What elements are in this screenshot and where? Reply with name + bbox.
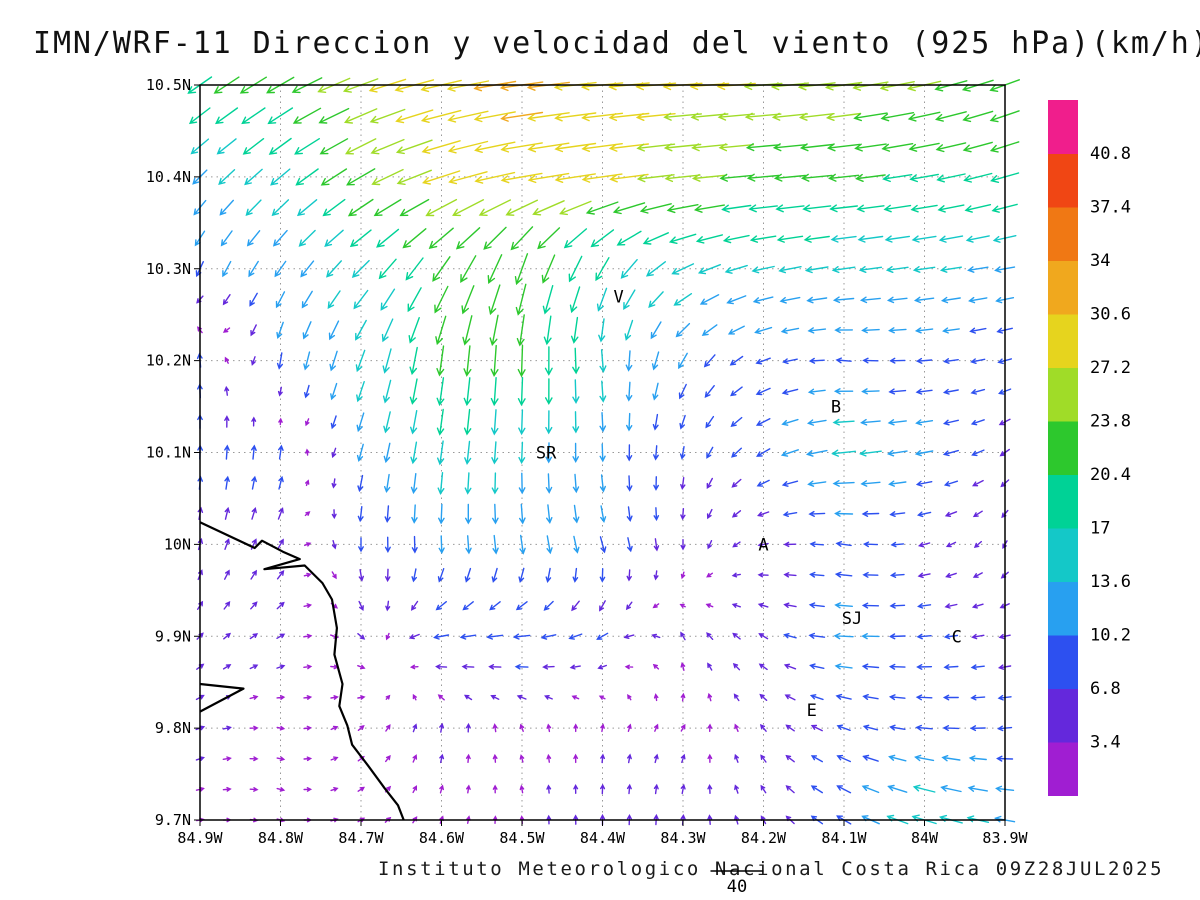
colorbar-segment [1048,421,1078,475]
x-tick-label: 84.5W [499,829,545,847]
colorbar-segment [1048,581,1078,636]
y-tick-label: 10.1N [146,444,191,462]
colorbar-label: 6.8 [1090,679,1121,699]
colorbar-label: 30.6 [1090,305,1131,325]
colorbar-label: 3.4 [1090,733,1121,753]
station-label-e: E [807,701,817,721]
x-tick-label: 84W [911,829,939,847]
y-tick-label: 10.3N [146,260,191,278]
colorbar-label: 13.6 [1090,572,1131,592]
colorbar-label: 17 [1090,519,1110,539]
colorbar-label: 40.8 [1090,144,1131,164]
colorbar-segment [1048,528,1078,582]
chart-caption: Instituto Meteorologico Nacional Costa R… [378,858,1165,880]
x-tick-label: 84.2W [741,829,787,847]
chart-title: IMN/WRF-11 Direccion y velocidad del vie… [33,26,1200,61]
station-label-b: B [831,398,841,418]
y-tick-label: 10.4N [146,168,191,186]
y-tick-label: 9.8N [155,719,191,737]
station-label-v: V [613,287,623,307]
colorbar-segment [1048,474,1078,529]
x-tick-label: 84.3W [660,829,706,847]
colorbar-label: 23.8 [1090,412,1131,432]
x-tick-label: 84.6W [419,829,465,847]
colorbar-label: 34 [1090,251,1110,271]
colorbar [1048,100,1078,796]
colorbar-label: 27.2 [1090,358,1131,378]
x-axis-ticks: 84.9W 84.8W 84.7W 84.6W 84.5W 84.4W 84.3W 84.2W… [177,820,1029,847]
colorbar-segment [1048,742,1078,796]
station-label-sr: SR [536,444,557,464]
y-tick-label: 9.9N [155,627,191,645]
x-tick-label: 84.8W [258,829,304,847]
colorbar-segment [1048,207,1078,261]
colorbar-segment [1048,367,1078,422]
colorbar-segment [1048,260,1078,315]
x-tick-label: 83.9W [982,829,1028,847]
colorbar-segment [1048,635,1078,689]
y-tick-label: 10.2N [146,352,191,370]
x-tick-label: 84.9W [177,829,223,847]
colorbar-segment [1048,153,1078,208]
colorbar-label: 20.4 [1090,465,1131,485]
wind-arrows [187,76,1020,826]
colorbar-segment [1048,314,1078,368]
y-tick-label: 10N [164,535,191,553]
colorbar-label: 10.2 [1090,626,1131,646]
station-labels: V SR B A SJ C E [536,287,962,720]
colorbar-labels: 40.8 37.4 34 30.6 27.2 23.8 20.4 17 13.6 10.2 6.8 3… [1090,144,1131,753]
colorbar-label: 37.4 [1090,198,1131,218]
station-label-a: A [758,535,768,555]
colorbar-segment [1048,688,1078,743]
x-tick-label: 84.4W [580,829,626,847]
colorbar-segment [1048,100,1078,154]
station-label-c: C [952,627,962,647]
x-tick-label: 84.7W [338,829,384,847]
y-axis-ticks: 10.5N 10.4N 10.3N 10.2N 10.1N 10N 9.9N 9.8N 9.7N [146,76,200,829]
y-tick-label: 9.7N [155,811,191,829]
reference-vector: 40 [710,870,764,897]
x-tick-label: 84.1W [821,829,867,847]
reference-vector-label: 40 [727,877,747,897]
coastline [199,521,405,821]
station-label-sj: SJ [842,609,862,629]
y-tick-label: 10.5N [146,76,191,94]
